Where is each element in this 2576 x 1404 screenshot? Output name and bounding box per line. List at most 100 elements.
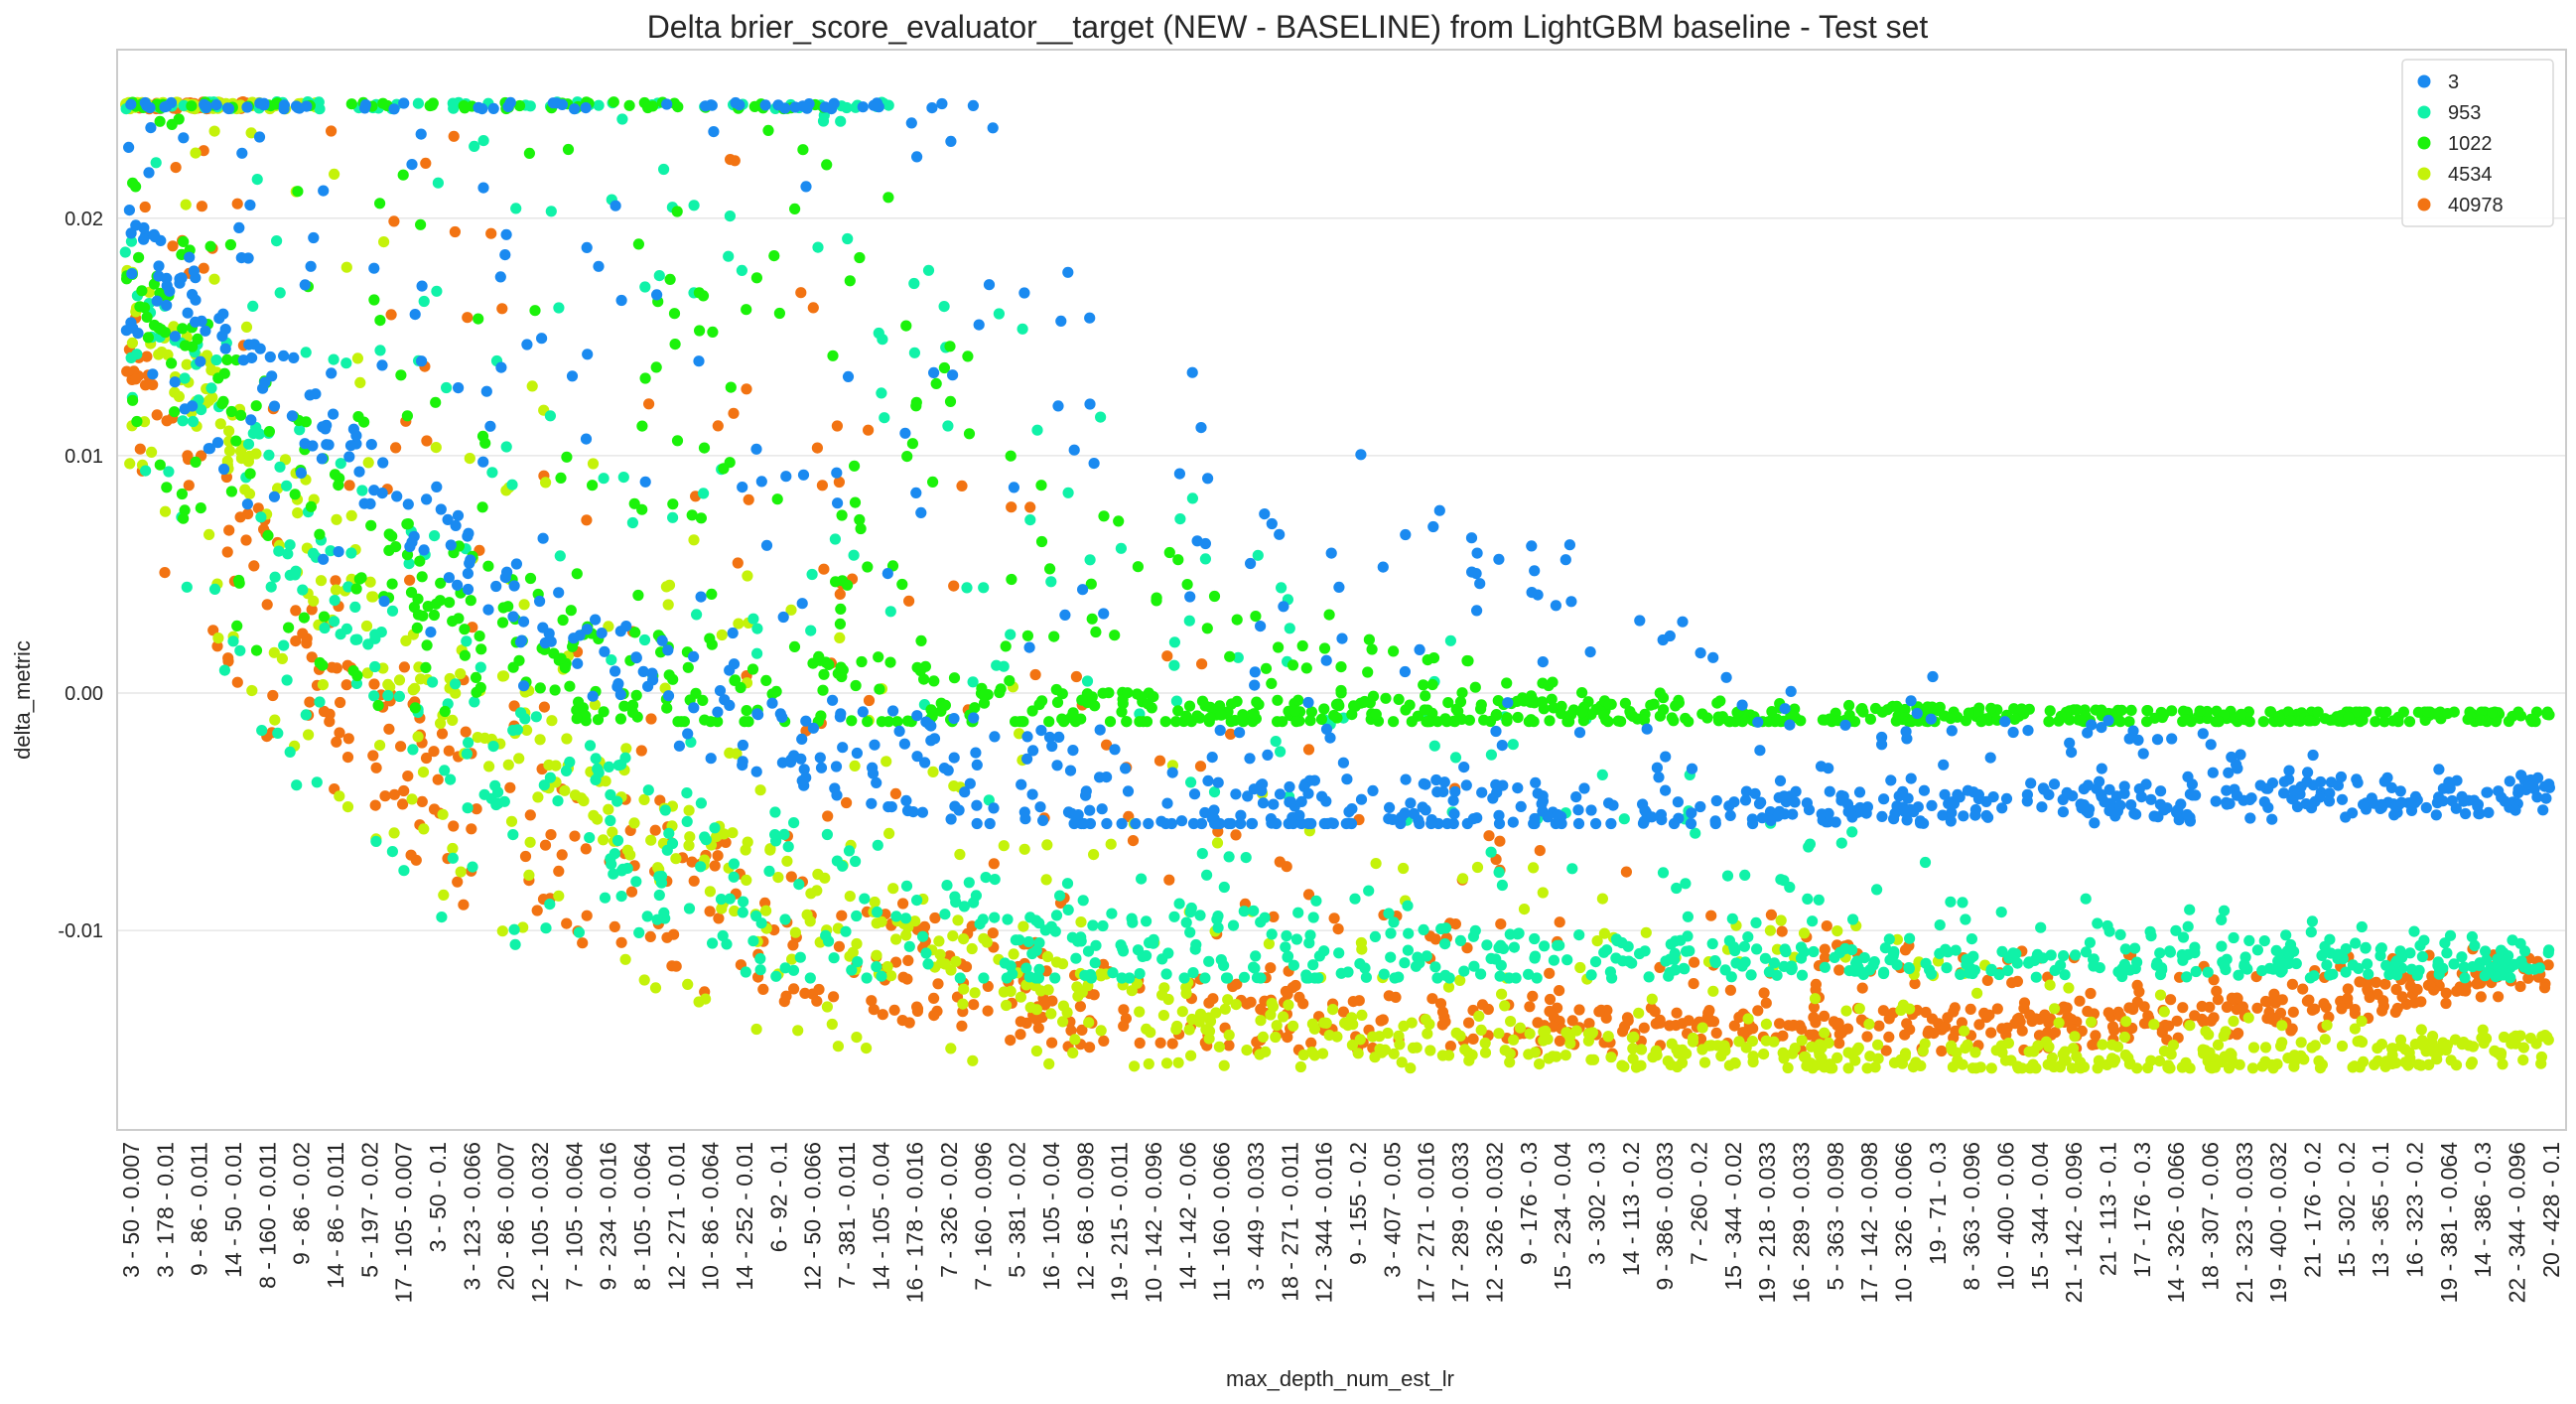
data-point-953 bbox=[282, 548, 294, 560]
data-point-4534 bbox=[1347, 1019, 1359, 1031]
data-point-4534 bbox=[1666, 1038, 1678, 1050]
data-point-953 bbox=[1134, 968, 1146, 980]
data-point-4534 bbox=[1559, 1050, 1571, 1061]
data-point-4534 bbox=[660, 581, 673, 593]
data-point-40978 bbox=[398, 784, 410, 797]
data-point-40978 bbox=[231, 198, 243, 210]
data-point-953 bbox=[626, 516, 639, 529]
data-point-3 bbox=[145, 122, 157, 134]
data-point-3 bbox=[1245, 557, 1257, 570]
data-point-4534 bbox=[958, 933, 970, 945]
data-point-3 bbox=[2103, 804, 2115, 817]
data-point-3 bbox=[218, 463, 230, 476]
data-point-953 bbox=[447, 97, 459, 109]
data-point-953 bbox=[1690, 827, 1701, 839]
data-point-3 bbox=[445, 539, 457, 551]
data-point-953 bbox=[1966, 933, 1977, 945]
data-point-953 bbox=[345, 547, 357, 559]
data-point-953 bbox=[2177, 931, 2190, 943]
data-point-4534 bbox=[861, 1043, 873, 1054]
data-point-953 bbox=[1721, 870, 1734, 882]
data-point-3 bbox=[760, 539, 773, 551]
data-point-1022 bbox=[292, 186, 304, 198]
data-point-953 bbox=[1369, 930, 1381, 943]
data-point-1022 bbox=[475, 681, 486, 694]
data-point-1022 bbox=[580, 710, 592, 722]
data-point-4534 bbox=[1493, 1028, 1505, 1040]
data-point-1022 bbox=[474, 631, 485, 642]
data-point-40978 bbox=[956, 480, 968, 491]
data-point-953 bbox=[1604, 966, 1616, 978]
data-point-40978 bbox=[1573, 1004, 1585, 1016]
data-point-4534 bbox=[2067, 1043, 2080, 1054]
data-point-3 bbox=[151, 295, 163, 307]
data-point-4534 bbox=[2477, 1024, 2489, 1036]
data-point-1022 bbox=[177, 323, 189, 335]
data-point-4534 bbox=[1891, 933, 1903, 945]
data-point-953 bbox=[1266, 928, 1278, 940]
y-tick-label: 0.02 bbox=[65, 209, 103, 230]
data-point-1022 bbox=[573, 696, 585, 708]
data-point-40978 bbox=[836, 910, 848, 921]
data-point-40978 bbox=[712, 420, 724, 432]
x-tick-label: 10 - 142 - 0.096 bbox=[1141, 1142, 1166, 1303]
data-point-1022 bbox=[1418, 679, 1429, 691]
data-point-953 bbox=[1385, 927, 1397, 939]
data-point-4534 bbox=[1160, 1057, 1173, 1069]
data-point-3 bbox=[1320, 654, 1332, 666]
data-point-3 bbox=[1188, 788, 1201, 800]
data-point-3 bbox=[1064, 765, 1077, 776]
data-point-1022 bbox=[2071, 704, 2083, 716]
data-point-3 bbox=[673, 740, 686, 752]
data-point-4534 bbox=[1698, 1056, 1711, 1068]
data-point-3 bbox=[2460, 807, 2472, 820]
data-point-3 bbox=[547, 97, 559, 109]
data-point-953 bbox=[447, 852, 459, 864]
data-point-953 bbox=[1185, 776, 1197, 788]
data-point-40978 bbox=[2390, 983, 2402, 996]
data-point-3 bbox=[1969, 803, 1981, 816]
data-point-4534 bbox=[2356, 1036, 2369, 1049]
data-point-1022 bbox=[317, 659, 329, 671]
data-point-1022 bbox=[2490, 716, 2502, 728]
data-point-3 bbox=[1288, 817, 1299, 830]
data-point-40978 bbox=[2204, 1001, 2216, 1013]
data-point-953 bbox=[1062, 904, 1074, 916]
data-point-3 bbox=[1723, 800, 1735, 812]
data-point-1022 bbox=[564, 680, 576, 692]
data-point-953 bbox=[441, 381, 453, 394]
data-point-3 bbox=[2324, 787, 2336, 799]
data-point-1022 bbox=[507, 661, 519, 673]
data-point-953 bbox=[2202, 966, 2214, 978]
x-tick-label: 10 - 400 - 0.06 bbox=[1992, 1142, 2018, 1291]
data-point-3 bbox=[2335, 771, 2347, 783]
data-point-3 bbox=[406, 159, 418, 171]
data-point-40978 bbox=[1494, 835, 1506, 847]
data-point-3 bbox=[402, 498, 414, 510]
data-point-3 bbox=[1417, 801, 1428, 813]
data-point-4534 bbox=[1442, 981, 1455, 993]
data-point-4534 bbox=[1222, 994, 1234, 1006]
data-point-953 bbox=[653, 889, 665, 902]
data-point-953 bbox=[1739, 869, 1751, 882]
data-point-3 bbox=[1021, 731, 1033, 743]
data-point-4534 bbox=[844, 891, 856, 903]
data-point-953 bbox=[1360, 971, 1372, 983]
data-point-40978 bbox=[2085, 987, 2097, 1000]
data-point-40978 bbox=[1305, 1037, 1317, 1049]
data-point-953 bbox=[1300, 972, 1312, 984]
data-point-4534 bbox=[2180, 1056, 2192, 1068]
data-point-4534 bbox=[1374, 1031, 1386, 1043]
data-point-1022 bbox=[496, 617, 509, 629]
data-point-1022 bbox=[139, 302, 151, 314]
data-point-4534 bbox=[603, 803, 614, 815]
data-point-3 bbox=[500, 228, 512, 240]
data-point-953 bbox=[2184, 904, 2196, 915]
data-point-3 bbox=[1752, 716, 1764, 728]
x-tick-label: 21 - 176 - 0.2 bbox=[2299, 1142, 2325, 1278]
data-point-4534 bbox=[2354, 1061, 2366, 1073]
data-point-953 bbox=[1750, 916, 1762, 929]
data-point-4534 bbox=[1069, 1034, 1081, 1046]
data-point-3 bbox=[502, 100, 514, 112]
data-point-953 bbox=[291, 779, 303, 791]
